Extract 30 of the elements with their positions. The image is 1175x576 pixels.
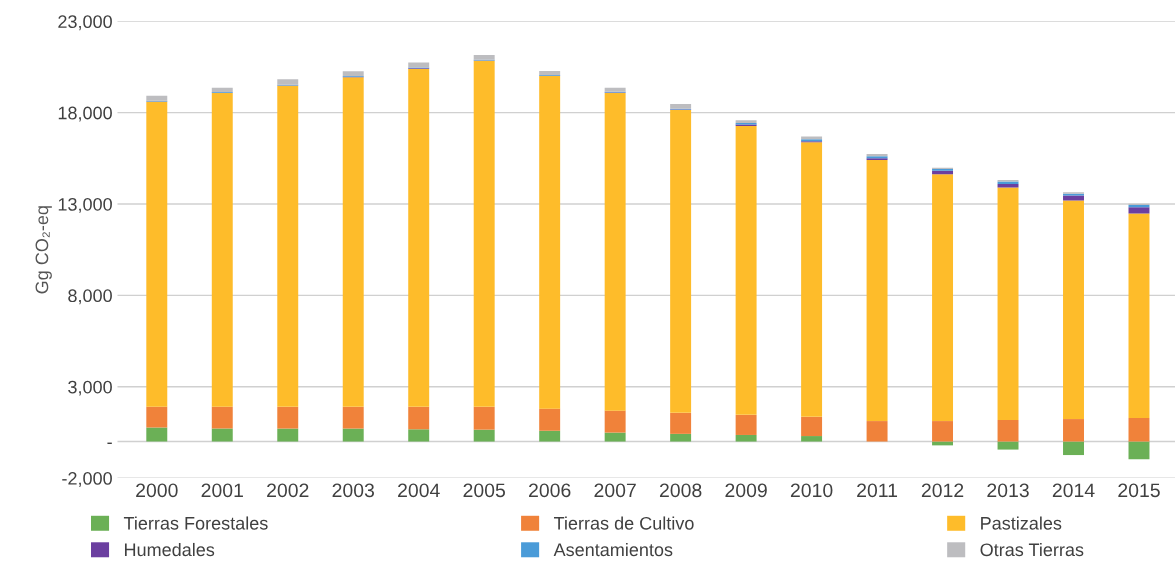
x-tick-label: 2007	[594, 483, 636, 498]
x-tick-label: 2005	[463, 483, 505, 498]
y-tick-label: 8,000	[68, 289, 112, 305]
x-tick-label: 2004	[398, 483, 440, 498]
x-tick-label: 2001	[201, 483, 243, 498]
x-tick-label: 2015	[1118, 483, 1160, 498]
legend-label: Tierras de Cultivo	[553, 516, 694, 530]
legend-label: Tierras Forestales	[123, 516, 268, 530]
legend-label: Pastizales	[981, 516, 1062, 530]
x-tick-label: 2003	[332, 483, 374, 498]
x-tick-label: 2008	[659, 483, 702, 498]
y-axis-title: Gg CO₂-eq	[35, 206, 52, 294]
y-tick-label: 13,000	[58, 197, 112, 213]
x-tick-label: 2009	[725, 483, 767, 498]
legend-label: Humedales	[124, 542, 215, 557]
legend-label: Otras Tierras	[980, 542, 1084, 557]
y-tick-label: 23,000	[58, 15, 112, 31]
x-tick-label: 2014	[1052, 483, 1095, 498]
x-tick-label: 2000	[136, 483, 178, 498]
y-tick-label: 18,000	[58, 106, 112, 122]
y-tick-label: -	[107, 442, 112, 444]
x-tick-label: 2002	[267, 483, 309, 498]
x-tick-label: 2010	[790, 483, 833, 498]
legend-label: Asentamientos	[553, 542, 673, 557]
x-tick-label: 2006	[529, 483, 571, 498]
x-tick-label: 2013	[987, 483, 1029, 498]
x-tick-label: 2012	[921, 483, 964, 498]
y-tick-label: -2,000	[62, 472, 112, 487]
x-tick-label: 2011	[857, 483, 898, 498]
y-tick-label: 3,000	[68, 380, 112, 396]
